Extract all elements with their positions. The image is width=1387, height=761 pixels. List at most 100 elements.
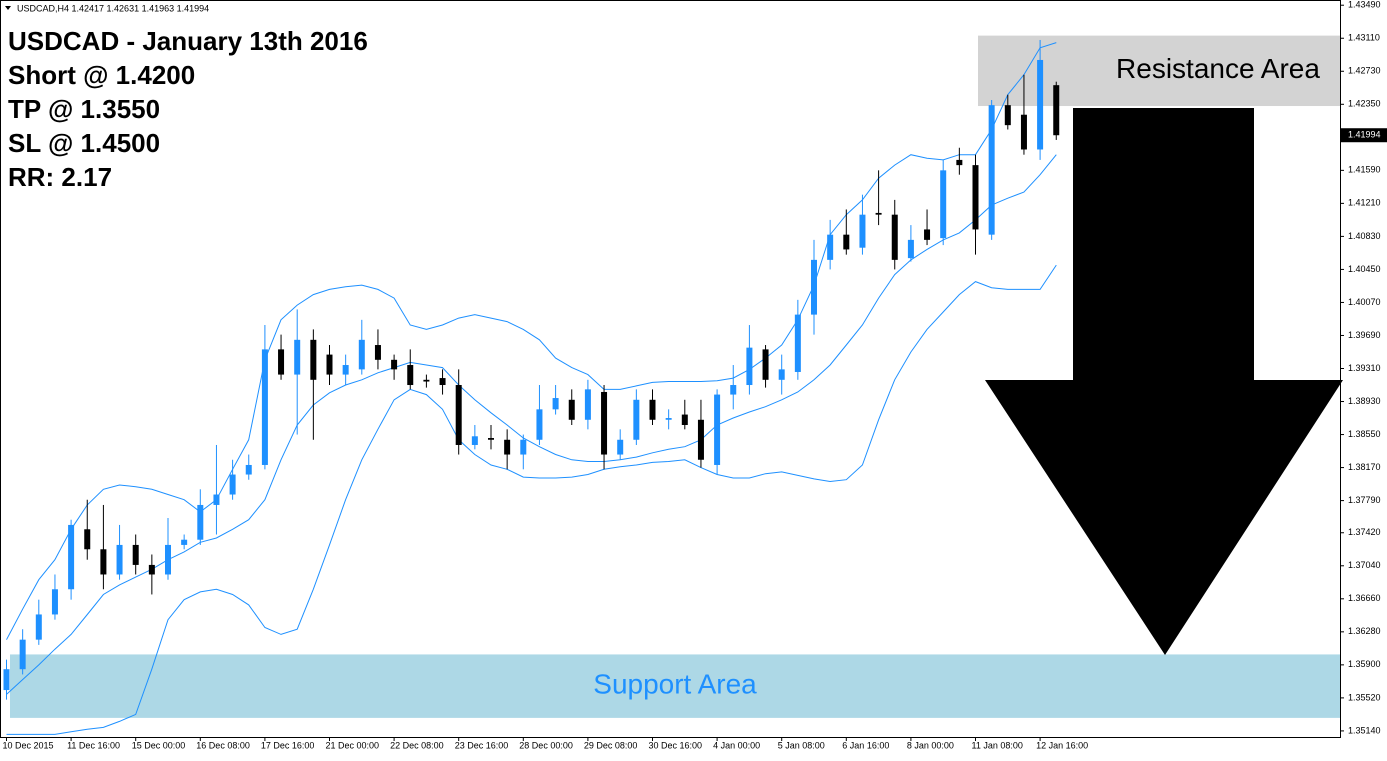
header: USDCAD,H4 1.42417 1.42631 1.41963 1.4199… bbox=[17, 3, 209, 13]
candle-body bbox=[827, 235, 833, 260]
candle-body bbox=[746, 348, 752, 385]
candle-body bbox=[165, 545, 171, 575]
candle-body bbox=[262, 349, 268, 465]
x-tick-label: 8 Jan 00:00 bbox=[907, 740, 954, 750]
x-tick-label: 30 Dec 16:00 bbox=[649, 740, 703, 750]
candle-body bbox=[617, 440, 623, 455]
x-tick-label: 4 Jan 00:00 bbox=[713, 740, 760, 750]
candle-body bbox=[811, 260, 817, 315]
candle-body bbox=[327, 355, 333, 375]
candle-body bbox=[100, 549, 106, 574]
x-tick-label: 12 Jan 16:00 bbox=[1036, 740, 1088, 750]
y-tick-label: 1.39310 bbox=[1348, 363, 1381, 373]
annotation: USDCAD - January 13th 2016 bbox=[8, 26, 368, 56]
candle-body bbox=[117, 545, 123, 575]
candle-body bbox=[149, 565, 155, 575]
candle-body bbox=[181, 540, 187, 545]
candle-body bbox=[4, 669, 10, 690]
current-price-label: 1.41994 bbox=[1348, 130, 1381, 140]
candle-body bbox=[36, 614, 42, 639]
candle-body bbox=[440, 378, 446, 385]
y-tick-label: 1.37790 bbox=[1348, 495, 1381, 505]
x-tick-label: 5 Jan 08:00 bbox=[778, 740, 825, 750]
y-tick-label: 1.40830 bbox=[1348, 231, 1381, 241]
candle-body bbox=[956, 160, 962, 165]
candle-body bbox=[843, 235, 849, 250]
candle-body bbox=[1021, 115, 1027, 150]
y-tick-label: 1.38550 bbox=[1348, 429, 1381, 439]
y-tick-label: 1.37040 bbox=[1348, 560, 1381, 570]
candle-body bbox=[633, 400, 639, 440]
candle-body bbox=[230, 475, 236, 495]
candle-body bbox=[423, 380, 429, 382]
x-tick-label: 28 Dec 00:00 bbox=[519, 740, 573, 750]
candle-body bbox=[698, 420, 704, 460]
y-tick-label: 1.36280 bbox=[1348, 626, 1381, 636]
candle-body bbox=[68, 525, 74, 589]
candle-body bbox=[456, 385, 462, 445]
x-tick-label: 29 Dec 08:00 bbox=[584, 740, 638, 750]
x-tick-label: 16 Dec 08:00 bbox=[196, 740, 250, 750]
y-tick-label: 1.43490 bbox=[1348, 0, 1381, 10]
candle-body bbox=[536, 409, 542, 439]
x-tick-label: 21 Dec 00:00 bbox=[326, 740, 380, 750]
y-tick-label: 1.35140 bbox=[1348, 725, 1381, 735]
annotation: SL @ 1.4500 bbox=[8, 128, 160, 158]
candle-body bbox=[52, 589, 58, 614]
candle-body bbox=[375, 345, 381, 360]
x-tick-label: 15 Dec 00:00 bbox=[132, 740, 186, 750]
x-tick-label: 22 Dec 08:00 bbox=[390, 740, 444, 750]
annotation: TP @ 1.3550 bbox=[8, 94, 160, 124]
candle-body bbox=[278, 349, 284, 374]
y-tick-label: 1.37420 bbox=[1348, 527, 1381, 537]
annotation: Short @ 1.4200 bbox=[8, 60, 195, 90]
candle-body bbox=[682, 415, 688, 425]
zone-label: Resistance Area bbox=[1116, 53, 1320, 84]
x-tick-label: 11 Jan 08:00 bbox=[972, 740, 1023, 750]
candle-body bbox=[472, 436, 478, 445]
y-tick-label: 1.41210 bbox=[1348, 198, 1381, 208]
candle-body bbox=[989, 105, 995, 234]
candle-body bbox=[213, 495, 219, 505]
candle-body bbox=[714, 395, 720, 465]
candle-body bbox=[488, 438, 494, 440]
candle-body bbox=[859, 215, 865, 248]
candle-body bbox=[1053, 85, 1059, 135]
candle-body bbox=[20, 640, 26, 670]
y-tick-label: 1.36660 bbox=[1348, 593, 1381, 603]
y-tick-label: 1.40070 bbox=[1348, 297, 1381, 307]
candle-body bbox=[407, 365, 413, 385]
y-tick-label: 1.40450 bbox=[1348, 264, 1381, 274]
candle-body bbox=[763, 349, 769, 379]
candle-body bbox=[343, 365, 349, 375]
x-tick-label: 11 Dec 16:00 bbox=[67, 740, 120, 750]
y-tick-label: 1.42350 bbox=[1348, 99, 1381, 109]
candle-body bbox=[585, 389, 591, 419]
candle-body bbox=[391, 360, 397, 370]
y-tick-label: 1.39690 bbox=[1348, 330, 1381, 340]
candle-body bbox=[730, 385, 736, 395]
candle-body bbox=[197, 505, 203, 540]
candle-body bbox=[294, 340, 300, 375]
candle-body bbox=[795, 315, 801, 372]
y-tick-label: 1.38170 bbox=[1348, 462, 1381, 472]
candle-body bbox=[1037, 60, 1043, 150]
candle-body bbox=[650, 400, 656, 420]
y-tick-label: 1.41590 bbox=[1348, 165, 1381, 175]
candle-body bbox=[133, 545, 139, 565]
candle-body bbox=[569, 400, 575, 420]
candle-body bbox=[779, 369, 785, 379]
candle-body bbox=[520, 440, 526, 455]
candle-body bbox=[84, 529, 90, 549]
candle-body bbox=[666, 418, 672, 420]
candle-body bbox=[553, 398, 559, 409]
candle-body bbox=[310, 340, 316, 380]
x-tick-label: 17 Dec 16:00 bbox=[261, 740, 315, 750]
candle-body bbox=[246, 465, 252, 475]
candle-body bbox=[892, 215, 898, 260]
zone-label: Support Area bbox=[593, 669, 757, 700]
candle-body bbox=[1005, 105, 1011, 125]
x-tick-label: 23 Dec 16:00 bbox=[455, 740, 509, 750]
